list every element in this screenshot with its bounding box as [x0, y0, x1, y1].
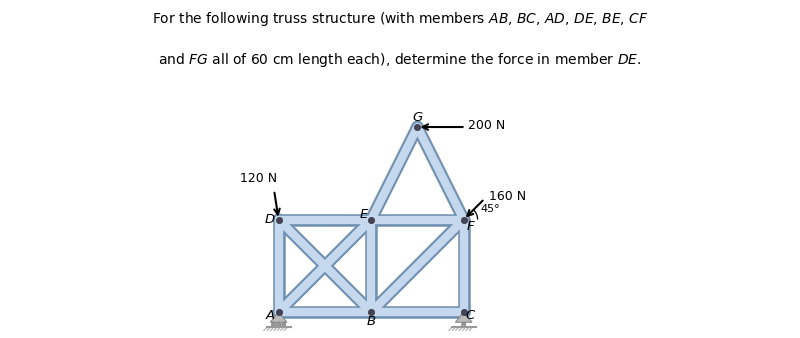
Circle shape: [282, 322, 286, 327]
Polygon shape: [270, 312, 287, 322]
Polygon shape: [455, 312, 472, 322]
Text: 160 N: 160 N: [490, 190, 526, 203]
Text: 120 N: 120 N: [240, 172, 277, 185]
Text: $\it{E}$: $\it{E}$: [358, 208, 369, 220]
Text: and $\it{FG}$ all of 60 cm length each), determine the force in member $\it{DE}$: and $\it{FG}$ all of 60 cm length each),…: [158, 51, 642, 69]
Text: $\it{D}$: $\it{D}$: [264, 213, 275, 226]
Circle shape: [271, 322, 275, 327]
Text: $\it{F}$: $\it{F}$: [466, 220, 476, 234]
Text: $\it{B}$: $\it{B}$: [366, 315, 376, 328]
Circle shape: [277, 322, 281, 327]
Text: $\it{A}$: $\it{A}$: [265, 309, 276, 322]
Text: $\it{G}$: $\it{G}$: [412, 111, 423, 124]
Text: 200 N: 200 N: [468, 119, 506, 132]
Text: 45°: 45°: [480, 204, 500, 214]
Text: $\it{C}$: $\it{C}$: [465, 309, 476, 322]
Circle shape: [462, 322, 466, 327]
Text: For the following truss structure (with members $\it{AB}$, $\it{BC}$, $\it{AD}$,: For the following truss structure (with …: [152, 10, 648, 28]
